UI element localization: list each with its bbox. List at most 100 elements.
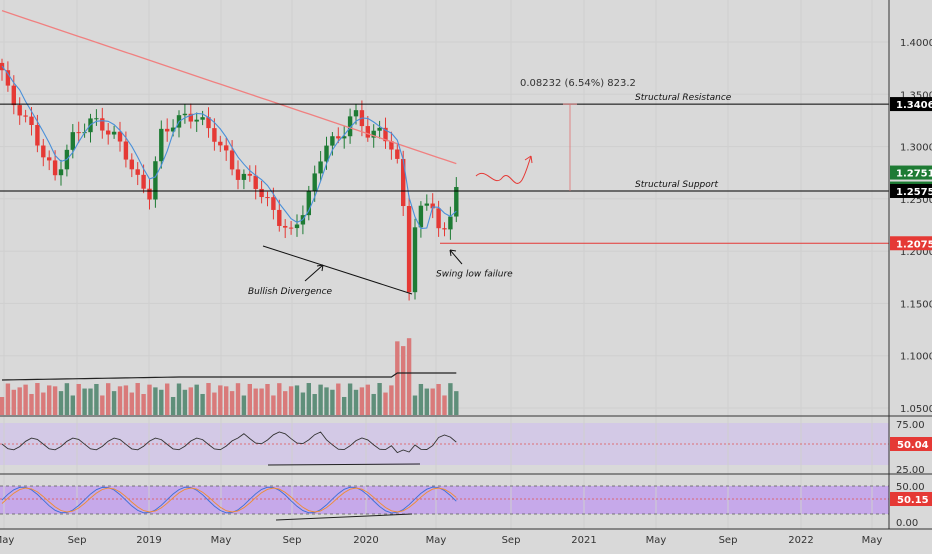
- rsi-line: [1, 431, 457, 454]
- time-tick-label: Sep: [502, 535, 521, 546]
- volume-bar: [111, 391, 117, 415]
- stoch-d-line: [1, 487, 457, 513]
- candle-body: [58, 169, 64, 176]
- candle-body: [448, 216, 453, 230]
- candle-body: [94, 118, 99, 120]
- candle-body: [123, 141, 129, 160]
- candle-body: [312, 173, 317, 192]
- volume-bar: [406, 338, 412, 415]
- volume-bar: [294, 385, 300, 415]
- volume-bar: [265, 384, 270, 415]
- rsi-tick-label: 25.00: [896, 465, 925, 476]
- volume-bar: [159, 389, 164, 415]
- price-tick-label: 1.05000: [900, 404, 932, 415]
- candle-body: [424, 203, 429, 206]
- overlays: Structural Resistance Structural Support S…: [0, 9, 889, 381]
- volume-bar: [271, 395, 276, 415]
- volume-bar: [165, 383, 170, 415]
- time-tick-label: Sep: [719, 535, 738, 546]
- volume-bar: [383, 392, 388, 415]
- indicator-panes: 75.00 25.00 50.04 50.00 0.00 50.15: [0, 420, 932, 529]
- candle-body: [100, 118, 105, 131]
- volume-bar: [106, 383, 111, 415]
- volume-bar: [300, 392, 306, 415]
- volume-bar: [94, 383, 99, 415]
- volume-bar: [129, 392, 134, 415]
- stoch-value-tag: [890, 492, 932, 506]
- price-tag-label: 1.20753: [896, 239, 932, 250]
- candle-body: [247, 173, 252, 176]
- candle-body: [5, 70, 11, 86]
- candle-body: [235, 169, 241, 180]
- label-structural-resistance: Structural Resistance: [635, 93, 732, 103]
- candle-body: [389, 141, 394, 150]
- candle-body: [135, 169, 140, 175]
- stoch-divergence-line: [275, 513, 413, 521]
- long-ma-line: [1, 9, 457, 165]
- time-tick-label: May: [0, 535, 14, 546]
- candle-body: [188, 113, 193, 122]
- stoch-value-label: 50.15: [897, 495, 929, 506]
- volume-bar: [47, 385, 52, 415]
- volume-bar: [235, 383, 241, 415]
- candle-body: [23, 115, 28, 117]
- volume-bar: [288, 386, 294, 415]
- candle-body: [406, 206, 412, 293]
- candle-body: [117, 131, 123, 142]
- candle-body: [430, 203, 435, 209]
- volume-bar: [194, 384, 199, 415]
- candle-body: [265, 197, 270, 199]
- volume-bar: [430, 388, 435, 415]
- volume-bar: [5, 383, 11, 415]
- price-tag-label: 1.34065: [896, 100, 932, 111]
- volume-bar: [147, 384, 152, 415]
- volume-bar: [0, 397, 5, 415]
- price-tick-label: 1.30000: [900, 143, 932, 154]
- price-tag: [890, 97, 932, 112]
- candle-body: [52, 160, 58, 176]
- candle-body: [342, 136, 347, 139]
- candle-body: [47, 157, 52, 161]
- candle-body: [371, 130, 376, 138]
- candle-body: [347, 116, 353, 137]
- volume-bar: [141, 394, 146, 415]
- candle-body: [35, 125, 40, 146]
- label-structural-support: Structural Support: [635, 180, 718, 190]
- price-tag: [890, 183, 932, 198]
- projection-path: [475, 155, 532, 184]
- candle-body: [224, 145, 229, 151]
- label-swing-low-failure: Swing low failure: [436, 269, 513, 279]
- volume-bar: [88, 388, 93, 415]
- volume-bar: [277, 383, 282, 415]
- candle-body: [111, 131, 117, 135]
- volume-bar: [324, 387, 329, 415]
- volume-bar: [371, 393, 376, 415]
- volume-bar: [259, 388, 264, 415]
- candle-body: [241, 173, 247, 180]
- candle-body: [353, 110, 359, 117]
- divergence-arrow: [304, 264, 324, 282]
- projection-arrowhead: [524, 155, 533, 164]
- volume-bar: [442, 395, 447, 415]
- candle-body: [442, 228, 447, 230]
- volume-bar: [117, 386, 123, 415]
- volume-bar: [52, 386, 58, 415]
- candle-body: [454, 187, 459, 217]
- volume-bar: [100, 395, 105, 415]
- volume-bar: [23, 384, 28, 415]
- candle-body: [106, 130, 111, 135]
- candle-body: [259, 188, 264, 198]
- volume-bar: [395, 341, 400, 415]
- volume-bar: [448, 383, 453, 415]
- candle-body: [271, 197, 276, 210]
- time-tick-label: 2020: [353, 535, 378, 546]
- candle-body: [229, 150, 235, 170]
- volume-bar: [229, 391, 235, 415]
- candle-body: [147, 188, 152, 200]
- price-tick-label: 1.15000: [900, 299, 932, 310]
- time-tick-label: May: [426, 535, 447, 546]
- volume-bar: [353, 389, 359, 415]
- time-tick-label: 2021: [571, 535, 596, 546]
- volume-bar: [306, 383, 311, 415]
